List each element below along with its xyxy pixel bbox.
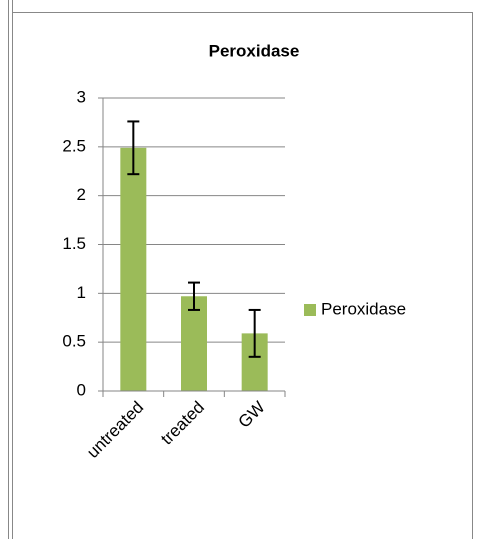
y-tick-label: 1.5	[62, 234, 86, 253]
y-tick-label: 0	[77, 380, 86, 399]
y-tick-label: 0.5	[62, 332, 86, 351]
y-tick-label: 3	[77, 87, 86, 106]
y-tick-label: 1	[77, 283, 86, 302]
legend-label: Peroxidase	[321, 299, 406, 318]
y-tick-label: 2	[77, 185, 86, 204]
x-tick-label: treated	[157, 398, 208, 449]
x-tick-label: untreated	[83, 398, 147, 462]
chart-title: Peroxidase	[209, 41, 300, 60]
bar	[181, 296, 207, 391]
y-tick-label: 2.5	[62, 136, 86, 155]
legend-swatch	[304, 304, 316, 316]
x-tick-label: GW	[235, 398, 269, 432]
bar	[120, 147, 147, 391]
